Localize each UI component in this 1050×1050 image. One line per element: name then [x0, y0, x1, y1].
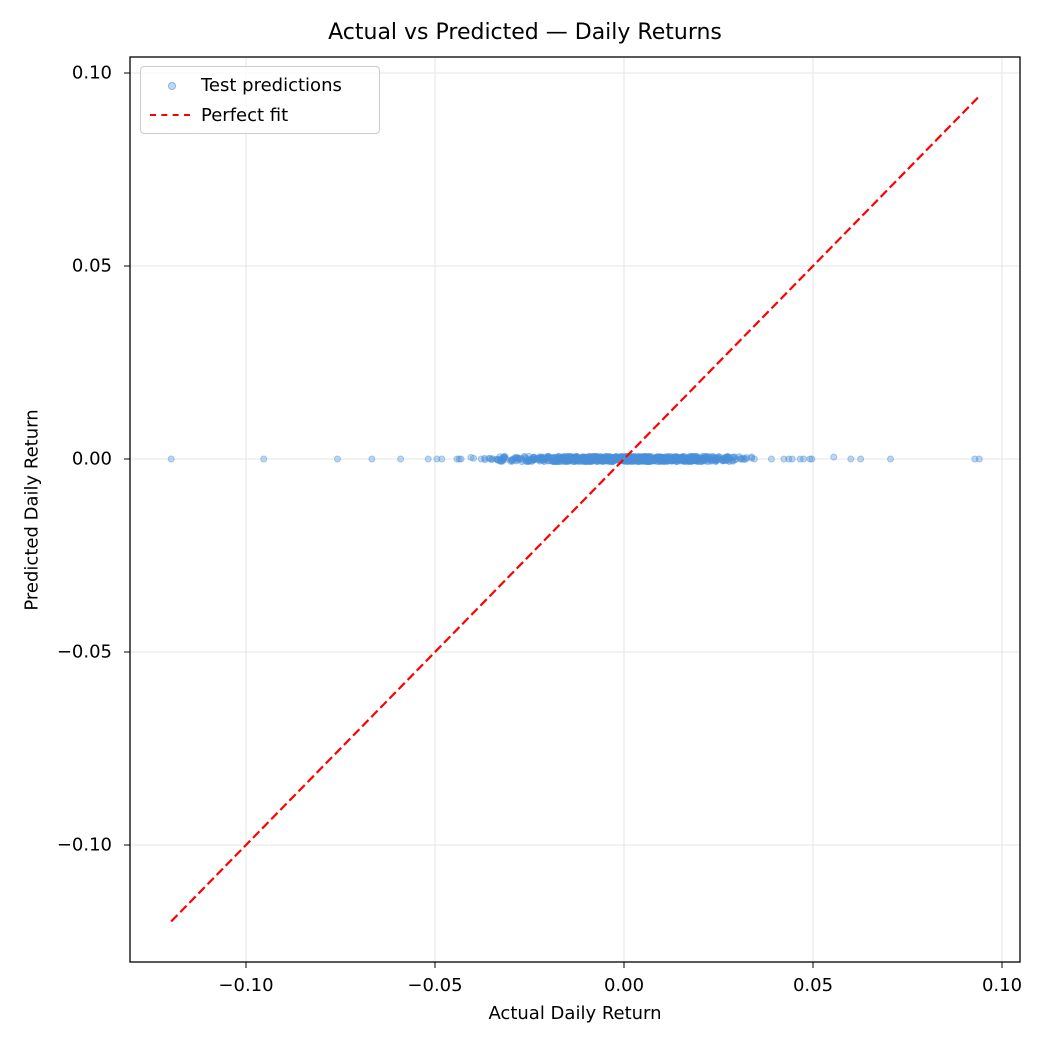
- y-tick-label: 0.00: [71, 448, 112, 470]
- test-prediction-points: [167, 452, 983, 466]
- x-tick-label: 0.00: [603, 975, 645, 996]
- x-tick-label: −0.05: [407, 975, 463, 996]
- x-tick-label: −0.10: [218, 975, 274, 996]
- legend: Test predictions Perfect fit: [140, 66, 380, 134]
- x-tick-label: 0.05: [792, 975, 834, 996]
- legend-item-perfect-fit: Perfect fit: [141, 102, 288, 128]
- y-tick-label: −0.10: [56, 834, 112, 856]
- y-axis-label: Predicted Daily Return: [21, 409, 43, 611]
- x-tick-label: 0.10: [981, 975, 1023, 996]
- y-tick-label: 0.05: [71, 255, 112, 277]
- perfect-fit-line: [170, 95, 981, 923]
- grid-lines: [130, 57, 1020, 962]
- legend-label: Test predictions: [201, 74, 342, 96]
- scatter-marker-icon: [168, 82, 176, 90]
- x-axis-label: Actual Daily Return: [488, 1003, 662, 1024]
- chart-title: Actual vs Predicted — Daily Returns: [328, 20, 722, 45]
- legend-label: Perfect fit: [201, 104, 289, 126]
- plot-frame: [129, 56, 1021, 963]
- axis-ticks: [124, 72, 1003, 968]
- y-tick-label: 0.10: [71, 62, 112, 84]
- dashed-line-icon: [150, 114, 190, 116]
- legend-item-test-predictions: Test predictions: [141, 72, 342, 98]
- y-tick-label: −0.05: [56, 641, 112, 663]
